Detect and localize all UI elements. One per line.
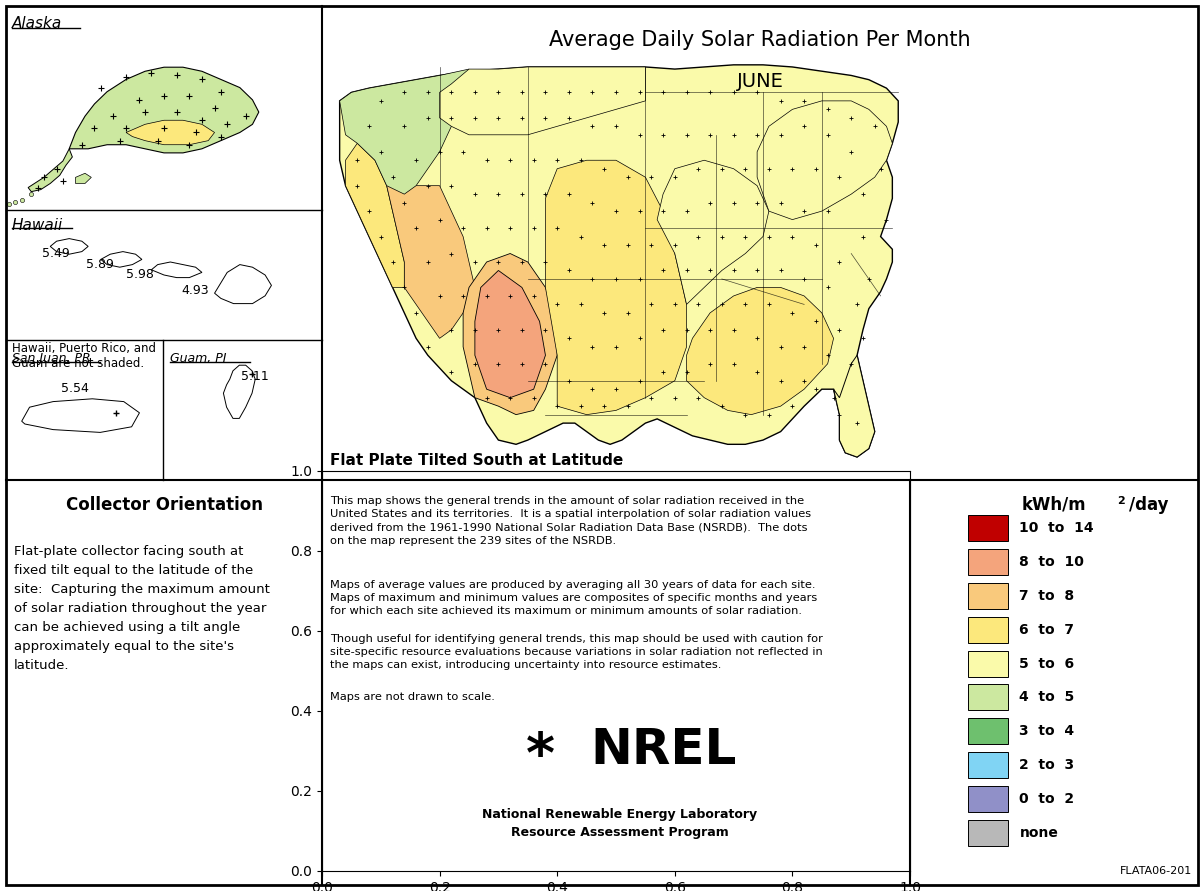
- Polygon shape: [126, 120, 214, 144]
- Text: Hawaii: Hawaii: [12, 218, 64, 233]
- Polygon shape: [28, 149, 72, 192]
- Text: /day: /day: [1129, 496, 1168, 514]
- Text: 6  to  7: 6 to 7: [1020, 623, 1074, 637]
- Polygon shape: [346, 143, 405, 288]
- Polygon shape: [340, 65, 898, 457]
- Text: JUNE: JUNE: [737, 72, 784, 91]
- Text: 4.93: 4.93: [181, 284, 208, 297]
- Polygon shape: [757, 101, 892, 219]
- Bar: [968, 684, 1008, 710]
- Text: kWh/m: kWh/m: [1022, 496, 1086, 514]
- Polygon shape: [152, 262, 202, 278]
- Text: 2  to  3: 2 to 3: [1020, 758, 1074, 772]
- Text: Hawaii, Puerto Rico, and
Guam are not shaded.: Hawaii, Puerto Rico, and Guam are not sh…: [12, 342, 157, 370]
- Text: 5.49: 5.49: [42, 247, 70, 260]
- Text: Guam, PI: Guam, PI: [170, 352, 226, 365]
- Text: none: none: [1020, 826, 1058, 840]
- Bar: [968, 515, 1008, 541]
- Polygon shape: [76, 173, 92, 184]
- Bar: [968, 549, 1008, 575]
- Text: National Renewable Energy Laboratory
Resource Assessment Program: National Renewable Energy Laboratory Res…: [483, 808, 757, 839]
- Polygon shape: [657, 160, 769, 305]
- Polygon shape: [51, 239, 88, 254]
- Text: Flat Plate Tilted South at Latitude: Flat Plate Tilted South at Latitude: [330, 453, 624, 468]
- Bar: [968, 650, 1008, 676]
- Text: 10  to  14: 10 to 14: [1020, 521, 1094, 535]
- Text: 7  to  8: 7 to 8: [1020, 589, 1074, 602]
- Text: Collector Orientation: Collector Orientation: [65, 496, 262, 514]
- Polygon shape: [340, 69, 470, 194]
- Text: 5.11: 5.11: [241, 370, 268, 383]
- Text: 5.89: 5.89: [85, 258, 114, 271]
- Text: 5.98: 5.98: [126, 268, 154, 281]
- Text: Alaska: Alaska: [12, 16, 63, 31]
- Polygon shape: [686, 288, 833, 414]
- Bar: [968, 617, 1008, 642]
- Text: Maps are not drawn to scale.: Maps are not drawn to scale.: [330, 692, 495, 702]
- Polygon shape: [464, 254, 557, 414]
- Polygon shape: [386, 185, 474, 339]
- Text: 3  to  4: 3 to 4: [1020, 724, 1074, 739]
- Polygon shape: [101, 251, 142, 267]
- Text: 8  to  10: 8 to 10: [1020, 555, 1085, 568]
- Polygon shape: [22, 399, 140, 432]
- Polygon shape: [69, 67, 259, 153]
- Polygon shape: [833, 356, 875, 457]
- Polygon shape: [545, 160, 686, 414]
- Bar: [968, 583, 1008, 609]
- Polygon shape: [439, 67, 645, 135]
- Text: Maps of average values are produced by averaging all 30 years of data for each s: Maps of average values are produced by a…: [330, 580, 818, 617]
- Text: 5  to  6: 5 to 6: [1020, 657, 1074, 671]
- Text: 4  to  5: 4 to 5: [1020, 691, 1075, 705]
- Text: Flat-plate collector facing south at
fixed tilt equal to the latitude of the
sit: Flat-plate collector facing south at fix…: [14, 545, 270, 672]
- Polygon shape: [224, 365, 255, 419]
- Polygon shape: [214, 265, 271, 304]
- Text: 0  to  2: 0 to 2: [1020, 792, 1074, 806]
- Text: 2: 2: [1117, 496, 1125, 506]
- Text: *: *: [525, 730, 555, 784]
- Text: 5.54: 5.54: [61, 382, 89, 395]
- Polygon shape: [474, 271, 545, 397]
- Bar: [968, 718, 1008, 744]
- Text: Average Daily Solar Radiation Per Month: Average Daily Solar Radiation Per Month: [549, 30, 970, 50]
- Text: This map shows the general trends in the amount of solar radiation received in t: This map shows the general trends in the…: [330, 496, 811, 545]
- Bar: [968, 752, 1008, 778]
- Text: San Juan, PR: San Juan, PR: [12, 352, 90, 365]
- Text: Though useful for identifying general trends, this map should be used with cauti: Though useful for identifying general tr…: [330, 634, 822, 670]
- Text: NREL: NREL: [590, 726, 737, 774]
- Bar: [968, 786, 1008, 813]
- Text: FLATA06-201: FLATA06-201: [1120, 866, 1192, 876]
- Bar: [968, 820, 1008, 846]
